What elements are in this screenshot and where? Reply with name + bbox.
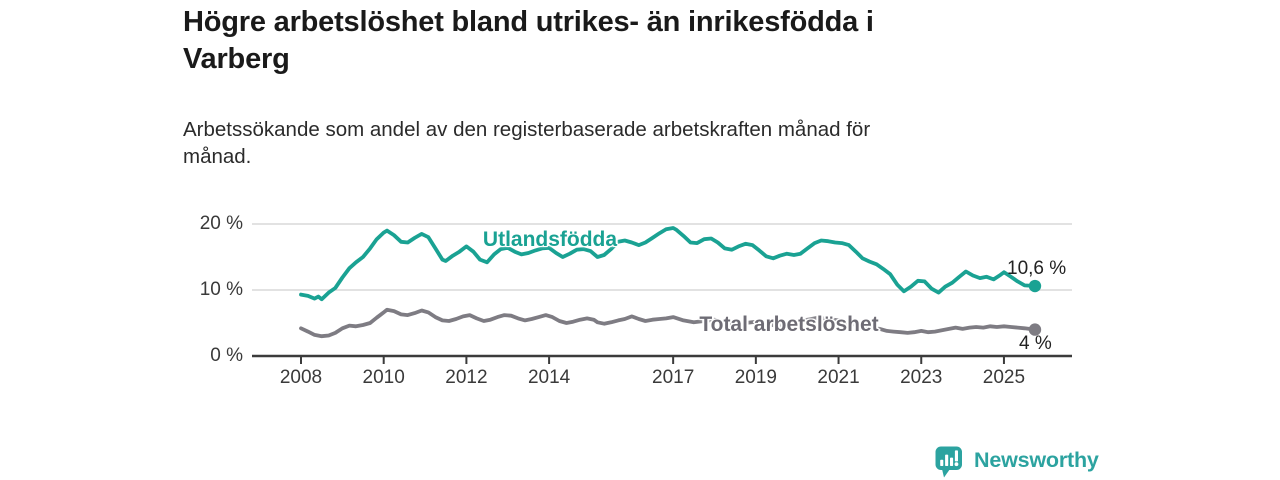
- x-axis-tick-label: 2023: [900, 367, 943, 388]
- y-axis-tick-label: 0 %: [210, 345, 243, 366]
- y-axis-tick-label: 10 %: [199, 279, 243, 300]
- x-axis-tick-label: 2014: [527, 367, 571, 388]
- x-axis-tick-label: 2010: [362, 367, 405, 388]
- x-axis-tick-label: 2025: [982, 367, 1026, 388]
- newsworthy-wordmark: Newsworthy: [974, 448, 1099, 472]
- x-axis-tick-label: 2008: [279, 367, 323, 388]
- end-value-label-total: 4 %: [1019, 333, 1052, 354]
- x-axis-tick-label: 2017: [652, 367, 695, 388]
- series-line-0: [299, 226, 1037, 302]
- x-axis-tick-label: 2019: [734, 367, 777, 388]
- page-title: Högre arbetslöshet bland utrikes- än inr…: [183, 6, 874, 76]
- newsworthy-chart-bubble-icon: [935, 446, 962, 478]
- series-label-utlandsfodda: Utlandsfödda: [482, 228, 618, 251]
- series-line-1: [299, 307, 1037, 339]
- series-end-dot-1: [1028, 323, 1042, 336]
- y-axis-tick-label: 20 %: [199, 213, 243, 234]
- newsworthy-logo: Newsworthy: [934, 445, 1194, 479]
- series-label-total-arbetsloshet: Total arbetslöshet: [699, 313, 879, 336]
- x-axis-tick-label: 2012: [445, 367, 488, 388]
- chart-subtitle: Arbetssökande som andel av den registerb…: [183, 118, 871, 168]
- series-end-dot-0: [1028, 279, 1042, 293]
- end-value-label-utlandsfodda: 10,6 %: [1007, 258, 1067, 279]
- x-axis-tick-label: 2021: [817, 367, 860, 388]
